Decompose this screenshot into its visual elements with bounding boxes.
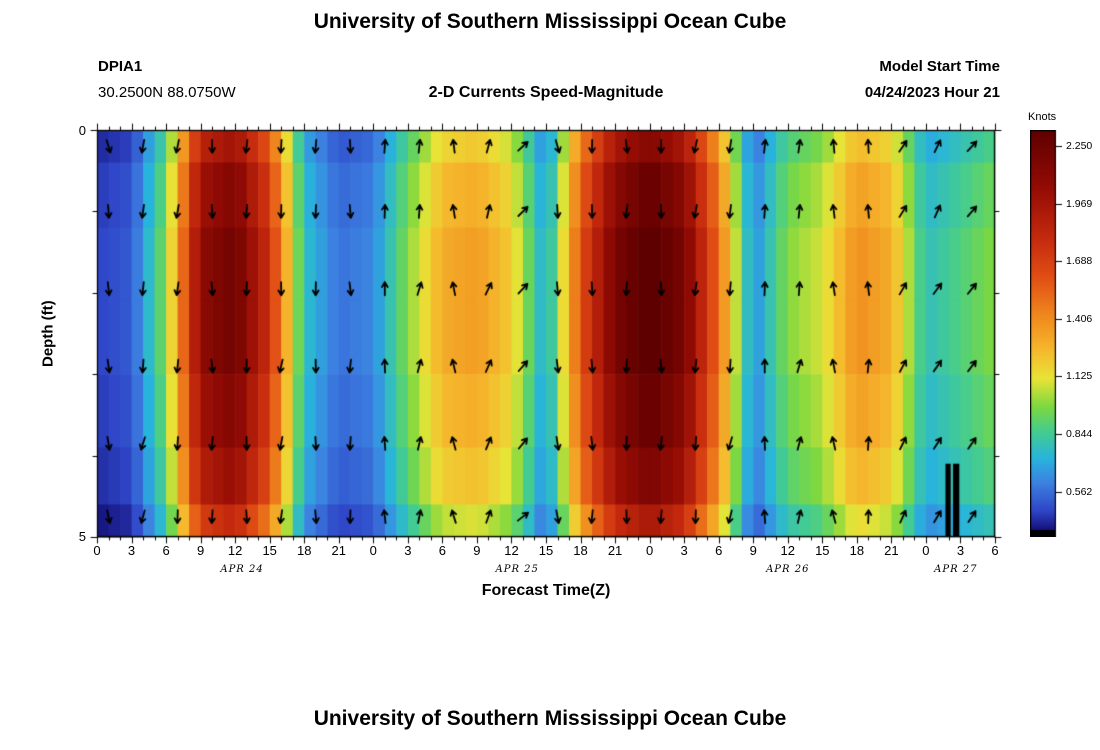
date-label: APR 27 bbox=[934, 564, 978, 575]
x-tick-label: 6 bbox=[715, 543, 723, 558]
x-tick-label: 15 bbox=[262, 543, 277, 558]
x-tick-label: 6 bbox=[162, 543, 170, 558]
x-tick-label: 18 bbox=[296, 543, 312, 558]
y-tick-label-top: 0 bbox=[78, 123, 86, 138]
x-tick-label: 9 bbox=[196, 543, 205, 558]
colorbar-tick-label: 1.125 bbox=[1066, 370, 1093, 383]
x-tick-label: 12 bbox=[227, 543, 243, 558]
model-start-value: 04/24/2023 Hour 21 bbox=[864, 84, 1000, 101]
colorbar-tick-label: 1.688 bbox=[1066, 255, 1093, 268]
colorbar-tick-label: 1.406 bbox=[1066, 312, 1093, 325]
x-tick-label: 18 bbox=[849, 543, 865, 558]
x-tick-label: 18 bbox=[573, 543, 588, 558]
x-tick-label: 0 bbox=[645, 543, 654, 558]
y-tick-label-bottom: 5 bbox=[78, 529, 86, 544]
x-tick-label: 15 bbox=[538, 543, 554, 558]
colorbar-tick-label: 1.969 bbox=[1066, 197, 1093, 210]
x-tick-label: 15 bbox=[815, 543, 830, 558]
y-axis-label: Depth (ft) bbox=[39, 300, 57, 367]
x-tick-label: 12 bbox=[504, 543, 519, 558]
x-tick-label: 6 bbox=[438, 543, 446, 558]
x-tick-labels: 0 3 6 9 12 15 18 21 0 3 6 9 12 15 18 21 0 3 6 9 12 15 18 21 0 3 6 bbox=[93, 543, 998, 559]
x-tick-label: 3 bbox=[680, 543, 688, 558]
plot-canvas bbox=[89, 122, 1003, 545]
colorbar-tick-label: 0.562 bbox=[1066, 485, 1093, 498]
colorbar-canvas bbox=[1030, 130, 1062, 537]
x-tick-label: 3 bbox=[127, 543, 136, 558]
x-tick-label: 9 bbox=[473, 543, 481, 558]
colorbar-tick-label: 2.250 bbox=[1066, 139, 1093, 152]
colorbar-tick-label: 0.844 bbox=[1066, 427, 1093, 440]
x-tick-label: 6 bbox=[991, 543, 999, 558]
date-labels: APR 24 APR 25 APR 26 APR 27 bbox=[97, 564, 995, 578]
station-id: DPIA1 bbox=[98, 58, 143, 75]
x-tick-label: 0 bbox=[922, 543, 930, 558]
x-tick-label: 0 bbox=[93, 543, 101, 558]
colorbar-tick-labels: 2.250 1.969 1.688 1.406 1.125 0.844 0.562 bbox=[1066, 130, 1100, 537]
x-axis-label: Forecast Time(Z) bbox=[481, 582, 611, 599]
chart-subtitle: 2-D Currents Speed-Magnitude bbox=[428, 84, 664, 101]
model-start-label: Model Start Time bbox=[879, 58, 1000, 75]
footer-chart-title: University of Southern Mississippi Ocean… bbox=[313, 707, 787, 730]
chart-title: University of Southern Mississippi Ocean… bbox=[313, 10, 787, 33]
x-tick-label: 21 bbox=[331, 543, 346, 558]
station-coordinates: 30.2500N 88.0750W bbox=[98, 84, 236, 101]
date-label: APR 26 bbox=[766, 564, 810, 575]
x-tick-label: 12 bbox=[780, 543, 795, 558]
x-tick-label: 3 bbox=[956, 543, 965, 558]
x-tick-label: 3 bbox=[404, 543, 412, 558]
colorbar-label: Knots bbox=[1028, 111, 1057, 123]
date-label: APR 24 bbox=[220, 564, 264, 575]
date-label: APR 25 bbox=[495, 564, 539, 575]
x-tick-label: 21 bbox=[884, 543, 899, 558]
x-tick-label: 21 bbox=[607, 543, 623, 558]
x-tick-label: 0 bbox=[369, 543, 377, 558]
x-tick-label: 9 bbox=[749, 543, 757, 558]
